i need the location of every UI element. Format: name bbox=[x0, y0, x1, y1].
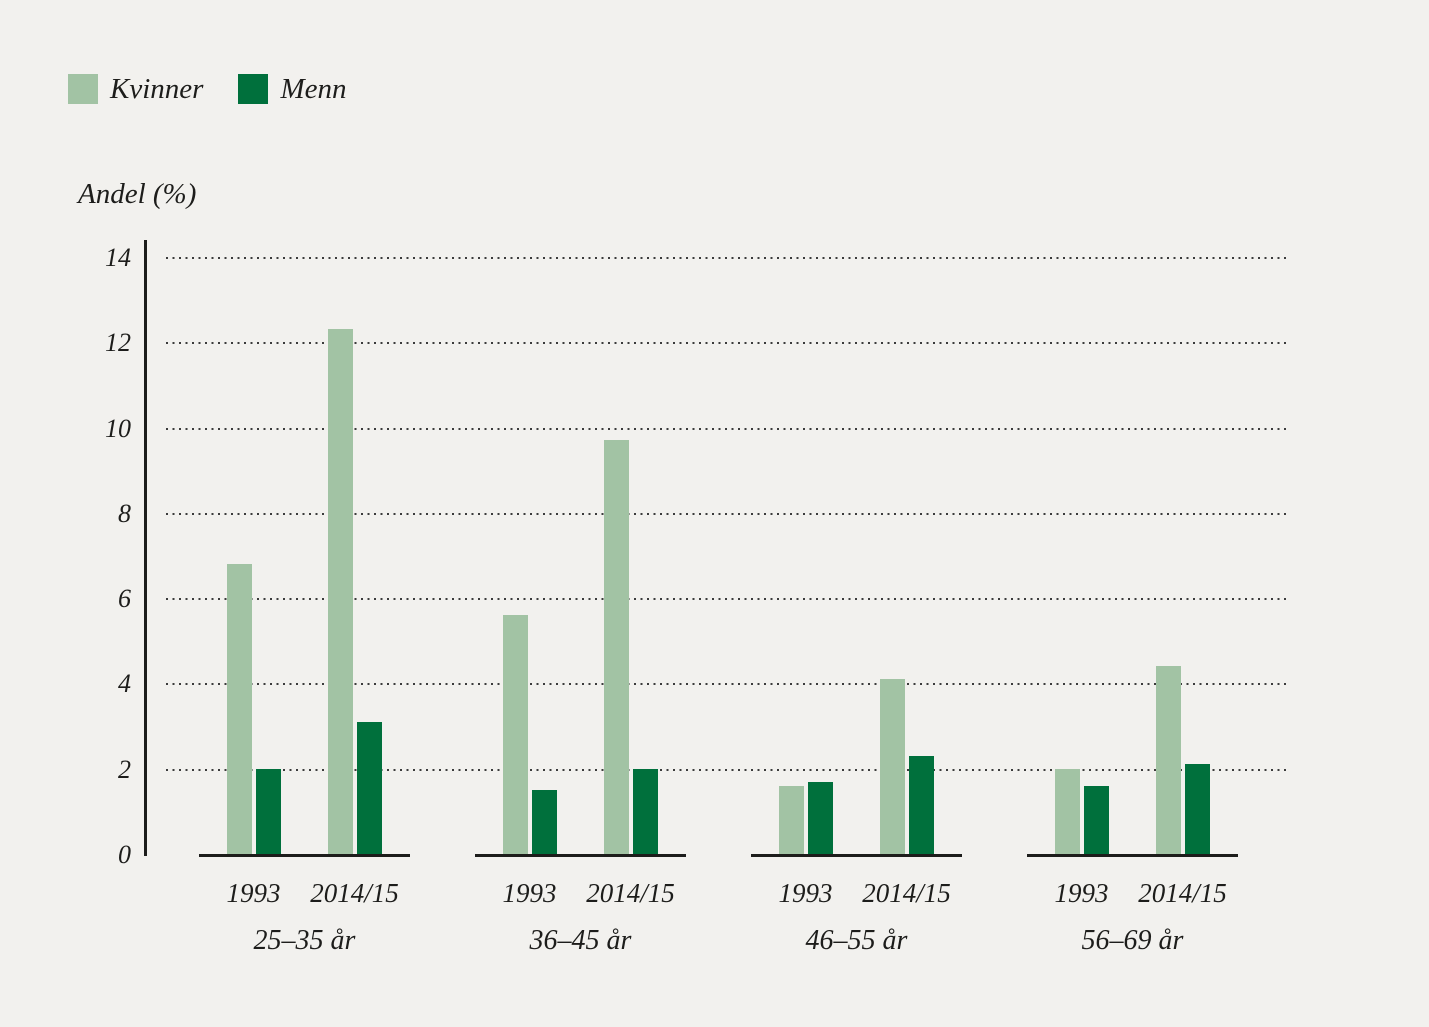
legend-label-kvinner: Kvinner bbox=[110, 73, 204, 105]
bar-kvinner-1993-46-55-r bbox=[779, 786, 804, 854]
bar-menn-2014-15-46-55-r bbox=[909, 756, 934, 854]
y-tick-label-6: 6 bbox=[118, 584, 131, 614]
gridline-4 bbox=[166, 683, 1290, 686]
gridline-8 bbox=[166, 512, 1290, 515]
bar-menn-2014-15-25-35-r bbox=[357, 722, 382, 854]
x-tick-label-2014-15-46-55-r: 2014/15 bbox=[862, 878, 951, 908]
age-group-46-55-r: 1993 2014/15 46–55 år bbox=[751, 0, 962, 1027]
gridline-6 bbox=[166, 598, 1290, 601]
x-tick-label-1993-25-35-r: 1993 bbox=[226, 878, 281, 908]
menn-swatch-icon bbox=[238, 74, 269, 104]
legend: Kvinner Menn bbox=[68, 74, 346, 104]
x-tick-label-1993-46-55-r: 1993 bbox=[778, 878, 833, 908]
y-axis-title: Andel (%) bbox=[78, 178, 197, 210]
x-axis-baseline-46-55-r bbox=[751, 854, 962, 857]
bar-kvinner-2014-15-56-69-r bbox=[1156, 666, 1181, 854]
bar-kvinner-2014-15-25-35-r bbox=[328, 329, 353, 854]
y-axis-line bbox=[144, 240, 147, 856]
kvinner-swatch-icon bbox=[68, 74, 98, 104]
y-tick-label-14: 14 bbox=[105, 243, 131, 272]
legend-item-menn: Menn bbox=[238, 74, 346, 104]
gridline-12 bbox=[166, 342, 1290, 345]
x-tick-label-1993-36-45-r: 1993 bbox=[502, 878, 557, 908]
gridline-2 bbox=[166, 768, 1290, 771]
age-group-36-45-r: 1993 2014/15 36–45 år bbox=[475, 0, 686, 1027]
age-group-25-35-r: 1993 2014/15 25–35 år bbox=[199, 0, 410, 1027]
bar-kvinner-1993-25-35-r bbox=[227, 564, 252, 854]
bar-kvinner-2014-15-36-45-r bbox=[604, 440, 629, 854]
bar-menn-1993-36-45-r bbox=[532, 790, 557, 854]
bar-menn-1993-25-35-r bbox=[256, 769, 281, 854]
group-label-25-35-r: 25–35 år bbox=[253, 925, 356, 956]
bar-kvinner-2014-15-46-55-r bbox=[880, 679, 905, 854]
legend-label-menn: Menn bbox=[280, 73, 347, 105]
age-group-56-69-r: 1993 2014/15 56–69 år bbox=[1027, 0, 1238, 1027]
x-axis-baseline-25-35-r bbox=[199, 854, 410, 857]
gridline-10 bbox=[166, 427, 1290, 430]
bar-kvinner-1993-36-45-r bbox=[503, 615, 528, 854]
bar-menn-2014-15-36-45-r bbox=[633, 769, 658, 854]
y-tick-label-4: 4 bbox=[118, 669, 131, 699]
y-tick-label-0: 0 bbox=[118, 840, 131, 869]
x-axis-baseline-36-45-r bbox=[475, 854, 686, 857]
group-label-36-45-r: 36–45 år bbox=[529, 925, 632, 956]
y-tick-label-8: 8 bbox=[118, 498, 131, 528]
x-tick-label-1993-56-69-r: 1993 bbox=[1054, 878, 1109, 908]
y-tick-label-2: 2 bbox=[118, 754, 131, 784]
y-tick-label-12: 12 bbox=[105, 328, 131, 358]
x-tick-label-2014-15-36-45-r: 2014/15 bbox=[586, 878, 675, 908]
bar-menn-2014-15-56-69-r bbox=[1185, 764, 1210, 854]
x-tick-label-2014-15-56-69-r: 2014/15 bbox=[1138, 878, 1227, 908]
y-tick-label-10: 10 bbox=[105, 413, 131, 443]
bar-menn-1993-56-69-r bbox=[1084, 786, 1109, 854]
x-tick-label-2014-15-25-35-r: 2014/15 bbox=[310, 878, 399, 908]
bar-kvinner-1993-56-69-r bbox=[1055, 769, 1080, 854]
group-label-56-69-r: 56–69 år bbox=[1081, 925, 1184, 956]
x-axis-baseline-56-69-r bbox=[1027, 854, 1238, 857]
gridline-14 bbox=[166, 257, 1290, 259]
group-label-46-55-r: 46–55 år bbox=[805, 925, 908, 956]
legend-item-kvinner: Kvinner bbox=[68, 74, 203, 104]
bar-menn-1993-46-55-r bbox=[808, 782, 833, 854]
